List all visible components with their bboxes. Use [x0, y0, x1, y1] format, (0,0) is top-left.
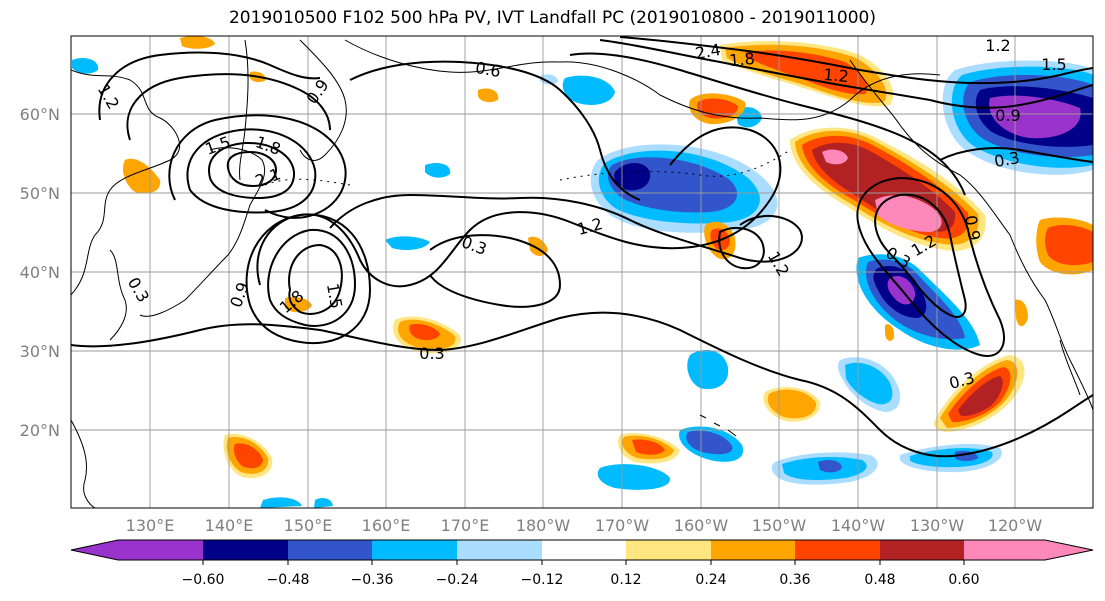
colorbar-cell — [71, 540, 203, 560]
colorbar-cell — [288, 540, 372, 560]
colorbar: −0.60 −0.48 −0.36 −0.24 −0.12 0.12 0.24 … — [70, 539, 1094, 588]
colorbar-cell — [457, 540, 542, 560]
contour-label: 1.2 — [985, 36, 1010, 55]
negative-anomaly-scattered — [72, 58, 1002, 508]
contour-label: 1.5 — [1041, 55, 1066, 74]
alaska-coast — [559, 61, 941, 121]
contour-label: 2.4 — [694, 40, 722, 63]
aleutian-chain — [559, 149, 791, 181]
colorbar-tick-label: −0.12 — [521, 572, 564, 588]
contour-label: 0.3 — [993, 148, 1021, 171]
colorbar-cell — [795, 540, 880, 560]
map-title: 2019010500 F102 500 hPa PV, IVT Landfall… — [228, 8, 876, 28]
lon-label: 170°W — [595, 516, 650, 535]
lat-label-40n: 40°N — [20, 263, 60, 282]
lon-label: 160°E — [362, 516, 411, 535]
contour-label: 1.2 — [823, 65, 850, 86]
lon-label: 140°E — [205, 516, 254, 535]
gridlines — [71, 36, 1093, 508]
pv-contours — [71, 36, 1093, 458]
lon-label: 150°E — [284, 516, 333, 535]
siberia-coast — [344, 39, 561, 73]
lon-label: 140°W — [831, 516, 886, 535]
colorbar-cell — [880, 540, 964, 560]
philippines-coast — [71, 419, 96, 508]
baja-coast — [1059, 339, 1081, 396]
positive-anomaly-north — [689, 41, 894, 125]
latitude-labels: 60°N 50°N 40°N 30°N 20°N — [20, 105, 60, 440]
colorbar-tick-label: 0.24 — [695, 572, 726, 588]
na-west-coast — [849, 59, 1093, 411]
map-area: 2.4 1.8 1.2 1.5 0.6 0.9 1.2 1.5 1.8 2.1 … — [71, 36, 1093, 508]
map-frame — [70, 35, 1094, 509]
positive-anomaly-southeast — [933, 217, 1093, 432]
colorbar-cell — [203, 540, 288, 560]
lat-label-50n: 50°N — [20, 184, 60, 203]
colorbar-tick-label: 0.60 — [948, 572, 979, 588]
colorbar-cell — [372, 540, 457, 560]
hawaii-islands — [699, 414, 737, 437]
colorbar-tick-label: 0.36 — [779, 572, 810, 588]
colorbar-tick-label: −0.24 — [436, 572, 479, 588]
colorbar-tick-label: 0.48 — [864, 572, 895, 588]
colorbar-outline — [70, 539, 1094, 561]
contour-label: 0.9 — [995, 106, 1020, 125]
lon-label: 150°W — [752, 516, 807, 535]
japan-coast — [139, 147, 266, 317]
colorbar-tick-label: −0.36 — [351, 572, 394, 588]
lon-label: 170°E — [441, 516, 490, 535]
colorbar-tick-label: −0.60 — [182, 572, 225, 588]
korea-coast — [109, 249, 127, 341]
colorbar-cell — [964, 540, 1093, 560]
negative-anomaly-gulf — [590, 144, 778, 233]
lat-label-20n: 20°N — [20, 421, 60, 440]
contour-label: 0.9 — [961, 214, 984, 242]
lat-label-30n: 30°N — [20, 342, 60, 361]
lon-label: 160°W — [674, 516, 729, 535]
contour-label: 0.6 — [474, 58, 502, 81]
colorbar-cell — [626, 540, 711, 560]
lat-label-60n: 60°N — [20, 105, 60, 124]
lon-label: 130°E — [126, 516, 175, 535]
colorbar-cell — [542, 540, 626, 560]
colorbar-ticks — [202, 560, 965, 565]
contour-label: 0.3 — [419, 344, 444, 363]
contour-label: 1.8 — [728, 49, 755, 70]
lon-label: 180°W — [516, 516, 571, 535]
contour-label: 1.5 — [323, 282, 346, 310]
coastlines — [71, 39, 1093, 508]
kuril-chain — [264, 178, 351, 186]
colorbar-cell — [711, 540, 795, 560]
colorbar-tick-label: −0.48 — [267, 572, 310, 588]
positive-anomaly-scattered — [123, 36, 895, 479]
lon-label: 120°W — [988, 516, 1043, 535]
asia-coast — [71, 69, 181, 296]
colorbar-tick-label: 0.12 — [610, 572, 641, 588]
longitude-labels: 130°E 140°E 150°E 160°E 170°E 180°W 170°… — [126, 516, 1043, 535]
lon-label: 130°W — [910, 516, 965, 535]
negative-anomaly-northeast — [942, 60, 1093, 175]
